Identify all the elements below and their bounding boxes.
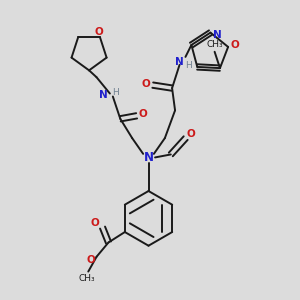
Text: O: O xyxy=(94,27,103,37)
Text: CH₃: CH₃ xyxy=(206,40,223,49)
Text: N: N xyxy=(175,57,184,67)
Text: O: O xyxy=(91,218,100,228)
Text: O: O xyxy=(230,40,239,50)
Text: N: N xyxy=(143,151,154,164)
Text: N: N xyxy=(213,30,221,40)
Text: H: H xyxy=(112,88,119,97)
Text: O: O xyxy=(142,79,151,88)
Text: CH₃: CH₃ xyxy=(79,274,95,284)
Text: H: H xyxy=(185,61,192,70)
Text: O: O xyxy=(87,255,96,265)
Text: O: O xyxy=(139,109,148,119)
Text: N: N xyxy=(99,90,108,100)
Text: O: O xyxy=(187,129,195,139)
